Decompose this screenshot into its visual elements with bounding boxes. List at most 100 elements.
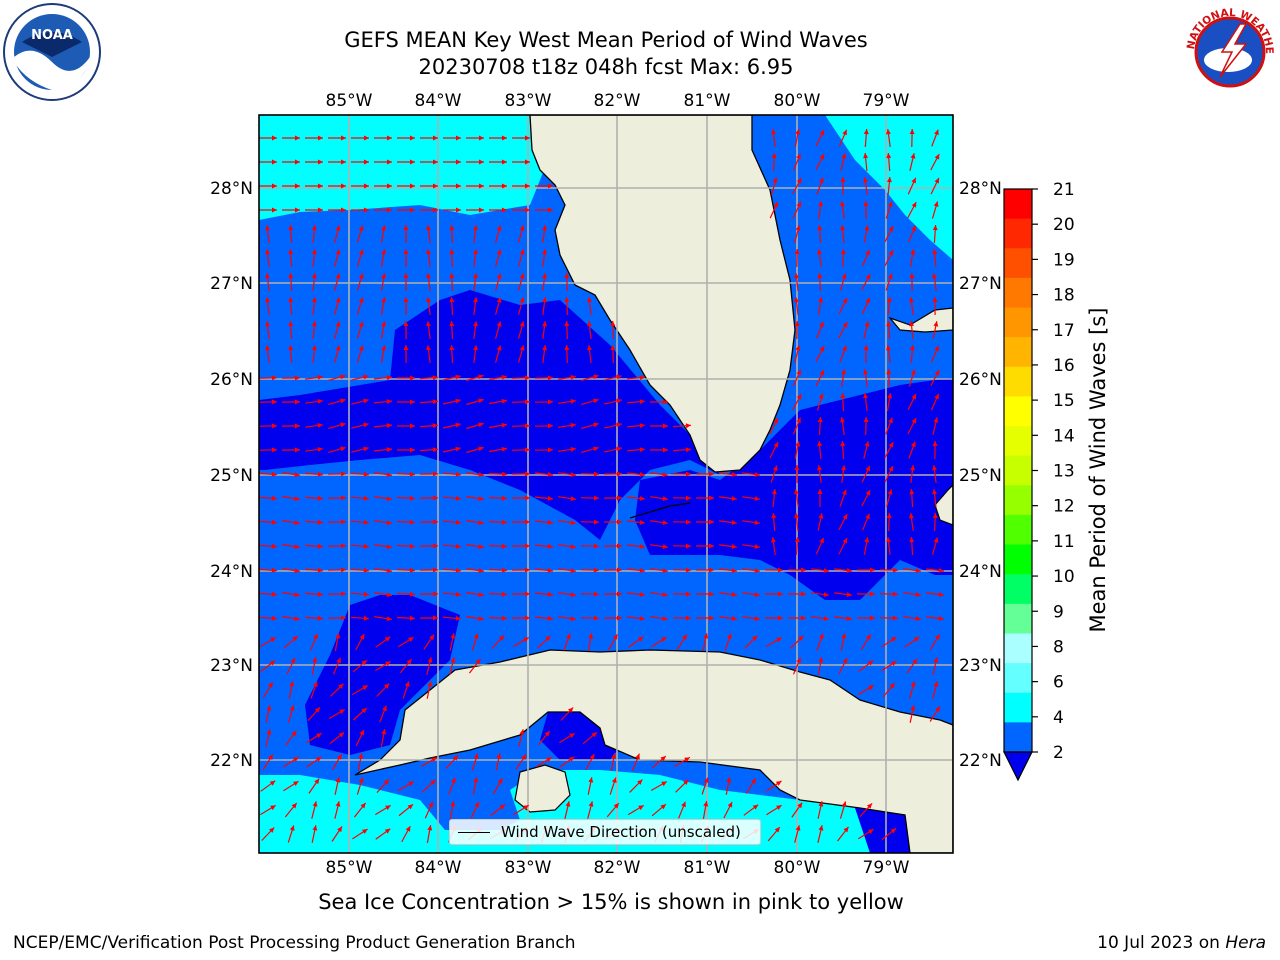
wave-vector-head (473, 297, 478, 303)
wave-vector-head (542, 345, 547, 351)
wave-vector-head (451, 777, 456, 784)
wave-vector-head (288, 321, 294, 327)
wave-vector-head (818, 297, 824, 303)
wave-vector-head (519, 273, 525, 279)
wave-vector-head (449, 297, 455, 303)
wave-vector-head (910, 369, 916, 375)
wave-vector-head (312, 801, 318, 807)
wave-vector-head (796, 201, 801, 208)
wave-vector-head (570, 422, 576, 428)
wave-vector-head (318, 207, 323, 213)
wave-vector-head (383, 779, 390, 785)
wave-vector-head (863, 393, 868, 399)
wave-vector-head (617, 471, 622, 477)
wave-vector-head (432, 447, 438, 453)
colorbar-tick-label: 6 (1053, 673, 1064, 693)
wave-vector-head (271, 615, 277, 621)
wave-vector-head (681, 801, 686, 808)
wave-vector-head (639, 496, 645, 501)
wave-vector-head (911, 441, 916, 448)
wave-vector-head (295, 135, 300, 141)
wave-vector-head (318, 183, 323, 189)
lon-label-bottom: 82°W (594, 858, 641, 878)
wave-vector-head (496, 297, 502, 303)
wave-vector-head (317, 615, 323, 621)
wave-vector-head (909, 537, 915, 543)
wave-vector-head (617, 543, 622, 549)
colorbar-tick-label: 17 (1053, 321, 1075, 341)
wave-vector-head (932, 465, 937, 471)
wave-vector-head (703, 633, 709, 639)
wave-vector-head (593, 615, 599, 621)
wave-vector-head (269, 780, 276, 786)
wave-vector-head (455, 471, 461, 477)
wave-vector-head (387, 183, 392, 189)
wave-vector-head (870, 567, 875, 573)
wave-vector-head (663, 423, 668, 429)
wave-vector-head (892, 567, 898, 573)
wave-vector-head (403, 249, 409, 254)
wave-vector-head (911, 393, 916, 400)
wave-vector-head (796, 178, 802, 184)
wave-vector-head (593, 471, 599, 477)
wave-vector-head (610, 345, 616, 351)
wave-vector-head (311, 273, 317, 279)
wave-vector-head (386, 423, 392, 429)
wave-vector-head (888, 417, 893, 424)
wave-vector-head (752, 804, 759, 810)
wave-vector-head (686, 543, 691, 549)
wave-vector-head (842, 129, 847, 136)
wave-vector-head (611, 753, 617, 759)
wave-vector-head (617, 615, 622, 621)
wave-vector-head (291, 803, 297, 809)
wave-vector-head (294, 616, 300, 622)
wave-vector-head (271, 375, 277, 381)
wave-vector-head (428, 801, 433, 808)
wave-vector-head (840, 249, 846, 255)
colorbar-tick-label: 15 (1053, 391, 1075, 411)
footer-date: 10 Jul 2023 on Hera (1097, 933, 1266, 953)
wave-vector-head (433, 207, 438, 213)
wave-vector-head (426, 297, 431, 303)
wave-vector-head (265, 345, 270, 351)
wave-vector-head (662, 496, 668, 501)
wave-vector-head (381, 225, 387, 231)
wave-vector-head (662, 544, 668, 549)
wave-vector-head (703, 777, 709, 783)
wave-vector-head (386, 568, 392, 574)
wave-vector-head (934, 370, 940, 376)
wave-vector-head (846, 568, 852, 573)
wave-vector-head (932, 513, 938, 519)
wave-vector-head (449, 225, 455, 231)
wave-vector-head (473, 273, 478, 279)
wave-vector-head (455, 567, 461, 573)
wave-vector-head (524, 399, 530, 405)
wave-vector-head (478, 472, 484, 478)
wave-vector-head (892, 615, 898, 621)
wave-vector-head (731, 520, 737, 525)
wave-vector-head (588, 633, 594, 639)
wave-vector-head (731, 472, 737, 477)
wave-vector-head (271, 519, 277, 525)
wave-vector-head (318, 159, 323, 165)
wave-vector-head (294, 544, 300, 550)
wave-vector-head (386, 375, 392, 381)
lat-label-right: 22°N (959, 751, 1002, 771)
wave-vector-head (429, 634, 435, 641)
wave-vector-head (386, 496, 392, 502)
wave-vector-head (547, 543, 553, 549)
wave-vector-head (293, 757, 299, 762)
wave-vector-head (525, 519, 530, 525)
wave-vector-head (864, 225, 870, 231)
wave-vector-head (639, 423, 645, 429)
wave-vector-head (819, 537, 824, 544)
wave-vector-head (818, 801, 824, 807)
wave-vector-head (381, 729, 387, 735)
wave-vector-head (479, 135, 484, 141)
wave-vector-head (842, 345, 847, 352)
wave-vector-head (317, 519, 323, 525)
wave-vector-head (709, 615, 714, 621)
lon-label-top: 85°W (326, 91, 373, 111)
wave-vector-head (570, 446, 576, 452)
wave-vector-head (932, 273, 937, 279)
